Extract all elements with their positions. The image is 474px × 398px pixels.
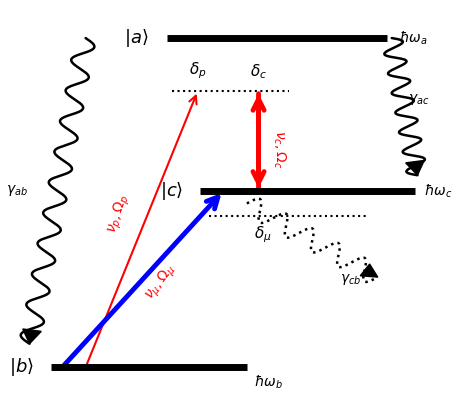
Text: $\hbar\omega_c$: $\hbar\omega_c$ xyxy=(425,182,453,199)
Text: $\hbar\omega_b$: $\hbar\omega_b$ xyxy=(254,373,283,390)
Text: $\nu_c, \Omega_c$: $\nu_c, \Omega_c$ xyxy=(272,131,288,169)
Polygon shape xyxy=(406,160,424,175)
Text: $\nu_p, \Omega_p$: $\nu_p, \Omega_p$ xyxy=(103,193,133,236)
Text: $\delta_c$: $\delta_c$ xyxy=(250,62,267,81)
Text: $\gamma_{ab}$: $\gamma_{ab}$ xyxy=(6,183,28,198)
Text: $\gamma_{cb}$: $\gamma_{cb}$ xyxy=(340,271,362,287)
Text: $|b\rangle$: $|b\rangle$ xyxy=(9,356,34,378)
Text: $\delta_p$: $\delta_p$ xyxy=(189,60,207,81)
Text: $|c\rangle$: $|c\rangle$ xyxy=(160,180,184,202)
Text: $\delta_\mu$: $\delta_\mu$ xyxy=(255,224,272,245)
Polygon shape xyxy=(23,329,41,344)
Text: $|a\rangle$: $|a\rangle$ xyxy=(124,27,149,49)
Text: $\nu_\mu, \Omega_\mu$: $\nu_\mu, \Omega_\mu$ xyxy=(141,261,180,304)
Text: $\gamma_{ac}$: $\gamma_{ac}$ xyxy=(408,92,429,107)
Text: $\hbar\omega_a$: $\hbar\omega_a$ xyxy=(399,29,428,47)
Polygon shape xyxy=(360,264,378,277)
